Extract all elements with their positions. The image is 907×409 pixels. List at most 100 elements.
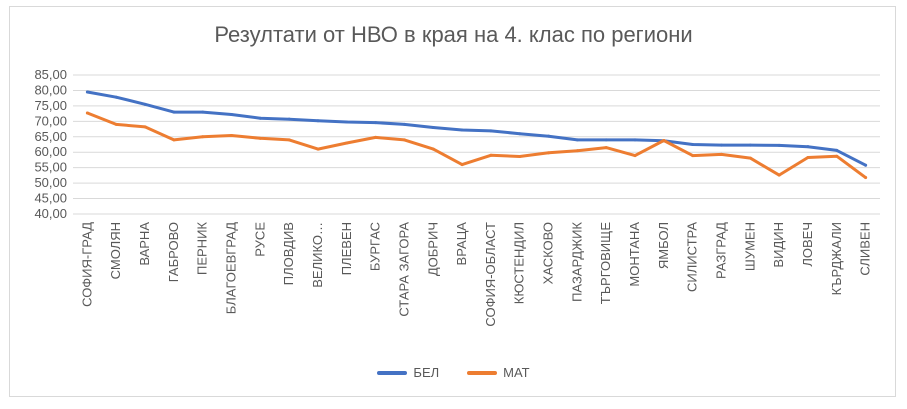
y-tick-label: 65,00 [34,129,67,144]
chart-title: Резултати от НВО в края на 4. клас по ре… [214,22,693,47]
data-point [201,135,205,139]
x-tick-label: ПЛЕВЕН [339,222,354,275]
y-tick-label: 50,00 [34,175,67,190]
data-point [287,138,291,142]
x-tick-label: ВИДИН [771,222,786,268]
x-tick-label: ЯМБОЛ [656,222,671,269]
data-point [402,138,406,142]
data-point [835,148,839,152]
data-point [719,143,723,147]
data-point [518,155,522,159]
x-tick-label: СМОЛЯН [108,222,123,279]
data-point [633,138,637,142]
chart-frame [9,6,896,397]
data-point [172,110,176,114]
data-point [316,147,320,151]
x-tick-label: СТАРА ЗАГОРА [396,222,411,317]
data-point [575,149,579,153]
x-tick-label: ПЛОВДИВ [281,222,296,285]
x-tick-label: СИЛИСТРА [685,222,700,292]
data-point [431,126,435,130]
series-line-mat [85,111,868,180]
x-tick-label: ЛОВЕЧ [800,222,815,267]
data-point [547,134,551,138]
legend-item-bel: БЕЛ [377,365,439,380]
data-point [374,135,378,139]
x-tick-label: СЛИВЕН [858,222,873,276]
x-tick-label: БУРГАС [368,222,383,271]
data-point [604,146,608,150]
x-tick-label: РУСЕ [252,222,267,257]
legend-swatch-bel [377,370,408,375]
data-point [719,152,723,156]
x-axis-tick-labels: СОФИЯ-ГРАД СМОЛЯН ВАРНА ГАБРОВО ПЕРНИК БЛАГОЕ… [79,222,872,327]
x-tick-label: ПЕРНИК [195,222,210,275]
x-tick-label: СОФИЯ-ОБЛАСТ [483,222,498,327]
x-tick-label: ТЪРГОВИЩЕ [598,222,613,305]
x-tick-label: СОФИЯ-ГРАД [79,222,94,307]
x-tick-label: ВАРНА [137,222,152,266]
data-point [864,176,868,180]
data-point [604,138,608,142]
x-tick-label: ДОБРИЧ [425,222,440,276]
legend-label-bel: БЕЛ [413,365,440,380]
x-tick-label: ГАБРОВО [166,222,181,282]
data-point [230,134,234,138]
data-point [633,154,637,158]
data-point [575,138,579,142]
data-point [748,143,752,147]
data-point [85,111,89,115]
legend-label-mat: МАТ [503,365,530,380]
data-point [114,122,118,126]
data-point [345,141,349,145]
data-point [172,138,176,142]
y-tick-label: 70,00 [34,113,67,128]
y-tick-label: 45,00 [34,191,67,206]
data-point [518,132,522,136]
data-point [258,136,262,140]
data-point [489,153,493,157]
data-point [691,143,695,146]
y-tick-label: 40,00 [34,206,67,221]
legend: БЕЛ МАТ [0,365,907,380]
data-point [806,145,810,149]
data-point [85,90,89,94]
data-point [460,128,464,132]
data-point [402,122,406,126]
data-point [489,129,493,133]
x-tick-label: ШУМЕН [742,222,757,271]
y-axis-tick-labels: 40,0045,0050,0055,0060,0065,0070,0075,00… [34,67,67,221]
data-point [287,117,291,121]
x-tick-label: КЪРДЖАЛИ [829,222,844,295]
y-tick-label: 75,00 [34,98,67,113]
data-point [345,120,349,124]
data-point [748,156,752,160]
data-point [460,163,464,167]
data-point [864,163,868,167]
series-lines [85,90,868,180]
data-point [691,154,695,158]
y-tick-label: 60,00 [34,144,67,159]
data-point [114,95,118,99]
data-point [143,125,147,129]
data-point [230,113,234,117]
data-point [143,102,147,106]
data-point [431,147,435,151]
x-tick-label: ПАЗАРДЖИК [569,222,584,302]
data-point [777,173,781,177]
y-tick-label: 85,00 [34,67,67,82]
data-point [547,151,551,155]
data-point [258,116,262,120]
data-point [662,138,666,142]
data-point [201,110,205,114]
legend-item-mat: МАТ [467,365,530,380]
legend-swatch-mat [467,370,498,375]
data-point [316,119,320,123]
data-point [374,121,378,125]
x-tick-label: КЮСТЕНДИЛ [512,222,527,304]
data-point [806,155,810,159]
x-tick-label: ВРАЦА [454,222,469,266]
x-tick-label: ВЕЛИКО… [310,222,325,288]
x-tick-label: БЛАГОЕВГРАД [224,222,239,314]
